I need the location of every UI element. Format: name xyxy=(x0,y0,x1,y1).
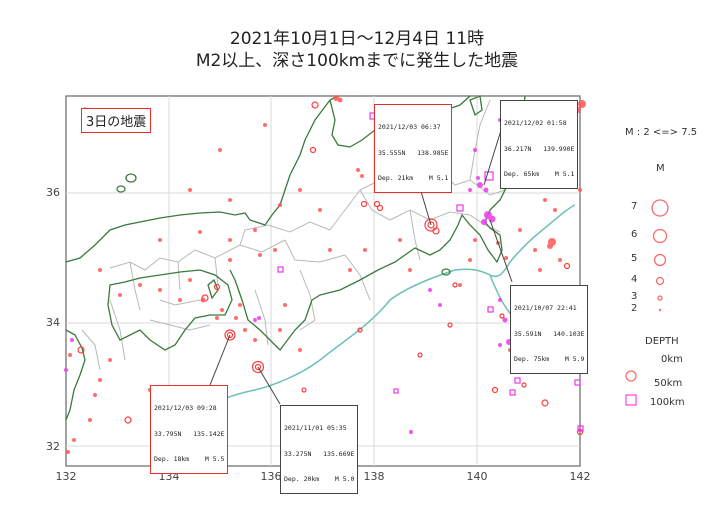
day-label: 3日の地震 xyxy=(81,108,152,133)
magnitude-legend-symbols xyxy=(651,199,669,301)
callout-20211007-2241: 2021/10/07 22:41 35.591N 140.103E Dep. 7… xyxy=(510,285,589,374)
legend-m4: 4 xyxy=(631,274,638,285)
depth-50km-label: 50km xyxy=(654,378,683,389)
legend-m3: 3 xyxy=(631,291,638,302)
depth-header: DEPTH xyxy=(645,336,679,347)
legend-m2: 2 xyxy=(631,303,638,314)
magnitude-range-label: M : 2 <=> 7.5 xyxy=(625,127,698,138)
depth-100km-symbol xyxy=(625,394,637,406)
x-tick-136: 136 xyxy=(260,470,282,483)
map-title-line1: 2021年10月1日～12月4日 11時 xyxy=(229,29,485,49)
callout-20211203-0928: 2021/12/03 09:28 33.795N 135.142E Dep. 1… xyxy=(150,385,229,474)
x-tick-142: 142 xyxy=(569,470,591,483)
callout-20211101-0535: 2021/11/01 05:35 33.275N 135.669E Dep. 2… xyxy=(280,405,359,494)
magnitude-header: M xyxy=(656,163,665,174)
callout-coords: 33.795N 135.142E xyxy=(154,429,225,438)
callout-depth-mag: Dep. 20km M 5.0 xyxy=(284,475,355,483)
y-tick-36: 36 xyxy=(46,186,60,199)
callout-date: 2021/12/02 01:58 xyxy=(504,119,567,127)
callout-20211203-0637: 2021/12/03 06:37 35.555N 138.985E Dep. 2… xyxy=(374,104,453,193)
callout-coords: 35.591N 140.103E xyxy=(514,329,585,338)
depth-50km-symbol xyxy=(625,370,637,382)
depth-100km-label: 100km xyxy=(650,397,685,408)
callout-depth-mag: Dep. 18km M 5.5 xyxy=(154,455,225,463)
x-tick-140: 140 xyxy=(466,470,488,483)
callout-20211202-0158: 2021/12/02 01:58 36.217N 139.990E Dep. 6… xyxy=(500,100,579,189)
callout-coords: 33.275N 135.669E xyxy=(284,449,355,458)
callout-depth-mag: Dep. 65km M 5.1 xyxy=(504,170,575,178)
callout-coords: 36.217N 139.990E xyxy=(504,144,575,153)
callout-date: 2021/12/03 09:28 xyxy=(154,404,217,412)
depth-0km-label: 0km xyxy=(661,354,683,365)
callout-date: 2021/12/03 06:37 xyxy=(378,123,441,131)
map-title-line2: M2以上、深さ100kmまでに発生した地震 xyxy=(195,51,519,71)
legend-m5: 5 xyxy=(631,253,638,264)
callout-depth-mag: Dep. 21km M 5.1 xyxy=(378,174,449,182)
x-tick-138: 138 xyxy=(363,470,385,483)
callout-date: 2021/11/01 05:35 xyxy=(284,424,347,432)
legend-m6: 6 xyxy=(631,229,638,240)
magnitude-2-symbol xyxy=(658,308,662,312)
x-tick-132: 132 xyxy=(55,470,77,483)
legend-m7: 7 xyxy=(631,201,638,212)
callout-coords: 35.555N 138.985E xyxy=(378,148,449,157)
y-tick-34: 34 xyxy=(46,316,60,329)
coastlines xyxy=(65,95,526,421)
callout-date: 2021/10/07 22:41 xyxy=(514,304,577,312)
y-tick-32: 32 xyxy=(46,440,60,453)
callout-depth-mag: Dep. 75km M 5.9 xyxy=(514,355,585,363)
